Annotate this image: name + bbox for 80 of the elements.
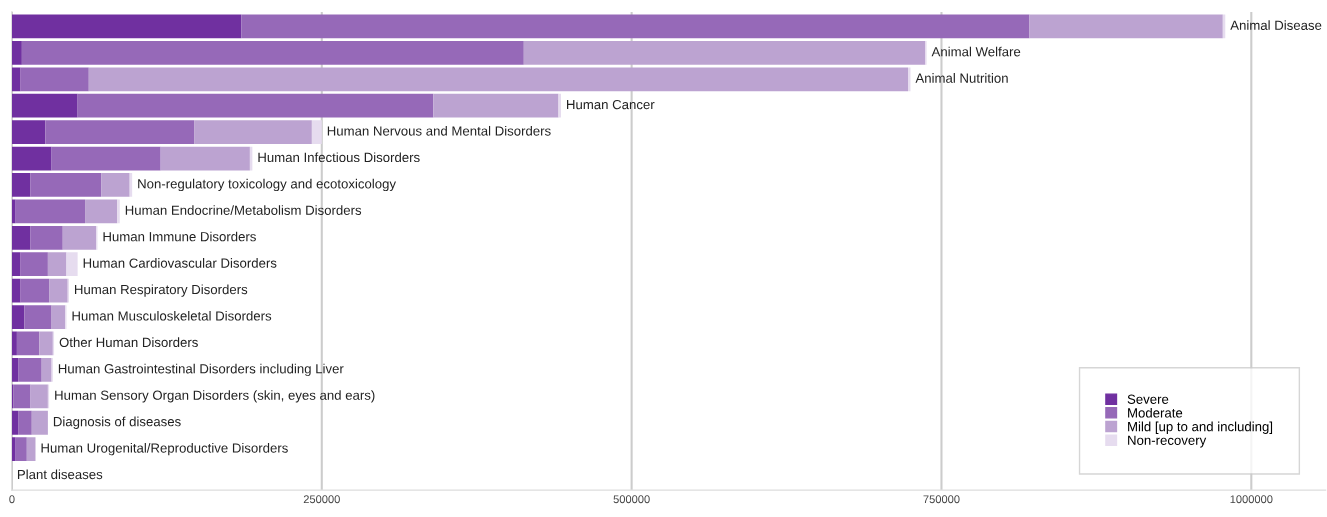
bar xyxy=(51,146,161,171)
bar xyxy=(49,278,68,303)
y-tick-label: Diagnosis of diseases xyxy=(53,416,181,429)
legend-label: Severe xyxy=(1127,394,1169,404)
bar xyxy=(11,120,46,144)
y-tick-label: Animal Nutrition xyxy=(915,73,1008,83)
bar xyxy=(11,410,19,435)
y-tick-label: Human Cancer xyxy=(567,99,655,110)
legend-label: Mild [up to and including] xyxy=(1128,421,1273,434)
bar xyxy=(30,225,63,250)
bar xyxy=(30,384,48,409)
y-tick-label: Human Immune Disorders xyxy=(103,231,256,242)
bar xyxy=(117,199,120,224)
bar xyxy=(51,305,66,329)
legend-label: Moderate xyxy=(1128,407,1183,418)
y-tick-label: Human Musculoskeletal Disorders xyxy=(72,310,272,321)
y-tick-label: Human Respiratory Disorders xyxy=(74,284,248,297)
y-tick-label: Human Urogenital/Reproductive Disorders xyxy=(41,443,288,456)
bar xyxy=(523,40,926,65)
bar xyxy=(11,225,31,250)
y-tick-label: Human Cardiovascular Disorders xyxy=(83,258,277,268)
legend-label: Non-recovery xyxy=(1128,435,1207,448)
x-tick-label: 250000 xyxy=(303,495,340,504)
bar xyxy=(18,410,32,435)
bar xyxy=(1029,14,1223,39)
bar xyxy=(20,278,50,303)
bar xyxy=(11,40,22,65)
bar xyxy=(85,199,118,224)
bar xyxy=(194,120,312,144)
bar xyxy=(31,410,48,435)
y-tick-label: Other Human Disorders xyxy=(59,337,198,348)
bar xyxy=(20,67,89,92)
bar xyxy=(18,358,42,382)
bar xyxy=(11,146,52,171)
bar xyxy=(45,120,195,144)
y-tick-label: Human Infectious Disorders xyxy=(258,152,420,163)
y-tick-label: Human Gastrointestinal Disorders including Liver xyxy=(58,363,344,377)
x-tick-label: 0 xyxy=(9,495,15,504)
bar xyxy=(101,173,130,197)
bar xyxy=(11,14,242,39)
bar xyxy=(41,358,52,382)
bar xyxy=(11,331,17,356)
bar xyxy=(11,358,19,382)
y-tick-label: Animal Welfare xyxy=(931,46,1021,57)
bar xyxy=(311,120,322,144)
bar xyxy=(21,40,524,65)
bar xyxy=(39,331,53,356)
bar xyxy=(11,93,78,118)
bar xyxy=(13,384,31,409)
bar xyxy=(11,252,21,277)
x-tick-label: 750000 xyxy=(923,495,960,504)
bar xyxy=(20,252,48,277)
bar xyxy=(11,278,21,303)
x-tick-label: 500000 xyxy=(613,495,650,504)
bar xyxy=(15,199,86,224)
bar xyxy=(11,173,31,197)
bar xyxy=(62,225,97,250)
y-tick-label: Non-regulatory toxicology and ecotoxicology xyxy=(138,178,396,192)
bar xyxy=(11,305,25,329)
bar xyxy=(433,93,559,118)
bar xyxy=(26,437,36,462)
y-tick-label: Human Nervous and Mental Disorders xyxy=(327,125,551,136)
bar xyxy=(16,331,40,356)
y-tick-label: Human Sensory Organ Disorders (skin, eyes and ears) xyxy=(55,390,375,403)
x-tick-label: 1000000 xyxy=(1230,495,1273,504)
bar xyxy=(160,146,250,171)
bar xyxy=(24,305,52,329)
bar xyxy=(241,14,1030,39)
y-tick-label: Human Endocrine/Metabolism Disorders xyxy=(125,205,362,215)
bar xyxy=(66,252,78,277)
bar xyxy=(88,67,909,92)
bar xyxy=(77,93,434,118)
bar xyxy=(15,437,27,462)
y-tick-label: Animal Disease xyxy=(1230,20,1322,30)
bar xyxy=(11,199,16,224)
bar xyxy=(11,437,16,462)
bar xyxy=(11,67,21,92)
bar xyxy=(47,252,67,277)
y-tick-label: Plant diseases xyxy=(17,469,103,480)
bar xyxy=(30,173,102,197)
